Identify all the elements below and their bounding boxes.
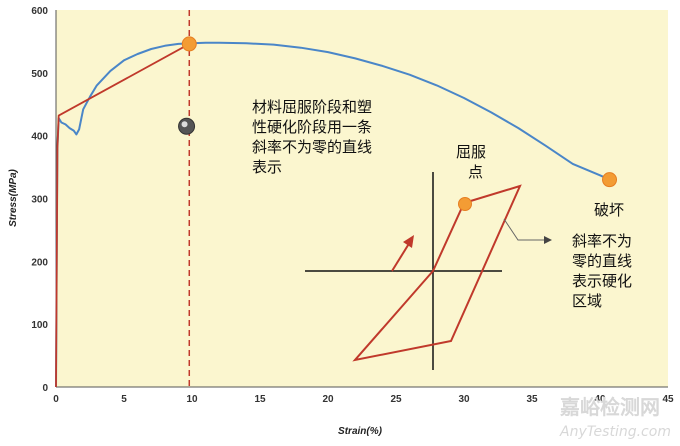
y-tick-label: 0 [42,383,48,394]
x-tick-label: 15 [254,394,266,405]
x-tick-label: 20 [322,394,334,405]
y-tick-label: 500 [31,69,48,80]
x-tick-label: 25 [390,394,402,405]
plot-area [56,10,668,387]
callout-leader [503,218,546,241]
annotation-line: 屈服 [456,143,486,161]
y-tick-label: 200 [31,257,48,268]
annotation-line: 表示 [252,158,282,176]
watermark-url: AnyTesting.com [559,424,671,440]
annotation-yield-point: 屈服 点 [456,143,486,181]
hardening-loop-diagram [305,172,552,370]
annotation-line: 斜率不为零的直线 [252,138,372,156]
loading-arrow-line [391,241,411,272]
annotation-failure: 破坏 [594,201,624,219]
watermark-title: 嘉峪检测网 [559,395,660,419]
x-tick-label: 35 [526,394,538,405]
x-tick-label: 10 [186,394,198,405]
stress-strain-curve [55,41,610,388]
watermark: 嘉峪检测网 AnyTesting.com [559,395,671,440]
loading-arrow-head [403,235,414,248]
annotation-yield-hardening: 材料屈服阶段和塑 性硬化阶段用一条 斜率不为零的直线 表示 [252,98,372,176]
annotation-line: 斜率不为 [572,232,632,250]
y-tick-label: 400 [31,132,48,143]
inset-yield-point [458,197,472,211]
callout-arrow-head [544,236,552,244]
y-axis-label: Stress(MPa) [8,168,19,226]
x-tick-label: 30 [458,394,470,405]
x-tick-label: 5 [121,394,127,405]
marker-highlight [181,121,188,128]
annotation-line: 表示硬化 [572,272,632,290]
annotation-hardening-region: 斜率不为 零的直线 表示硬化 区域 [572,232,632,310]
annotation-line: 区域 [572,292,602,310]
annotation-line: 性硬化阶段用一条 [252,118,372,136]
y-tick-label: 100 [31,320,48,331]
y-tick-label: 600 [31,6,48,17]
x-tick-label: 0 [53,394,59,405]
x-tick-label: 40 [594,394,606,405]
hardening-loop [352,184,522,362]
annotation-line: 材料屈服阶段和塑 [252,98,372,116]
y-tick-label: 300 [31,195,48,206]
x-axis-label: Strain(%) [338,426,383,437]
annotation-line: 点 [468,163,483,181]
failure-point-marker [602,172,618,188]
annotation-line: 零的直线 [572,252,632,270]
yield-point-marker [181,36,197,52]
bilinear-approximation-line [55,43,190,388]
x-tick-label: 45 [662,394,674,405]
